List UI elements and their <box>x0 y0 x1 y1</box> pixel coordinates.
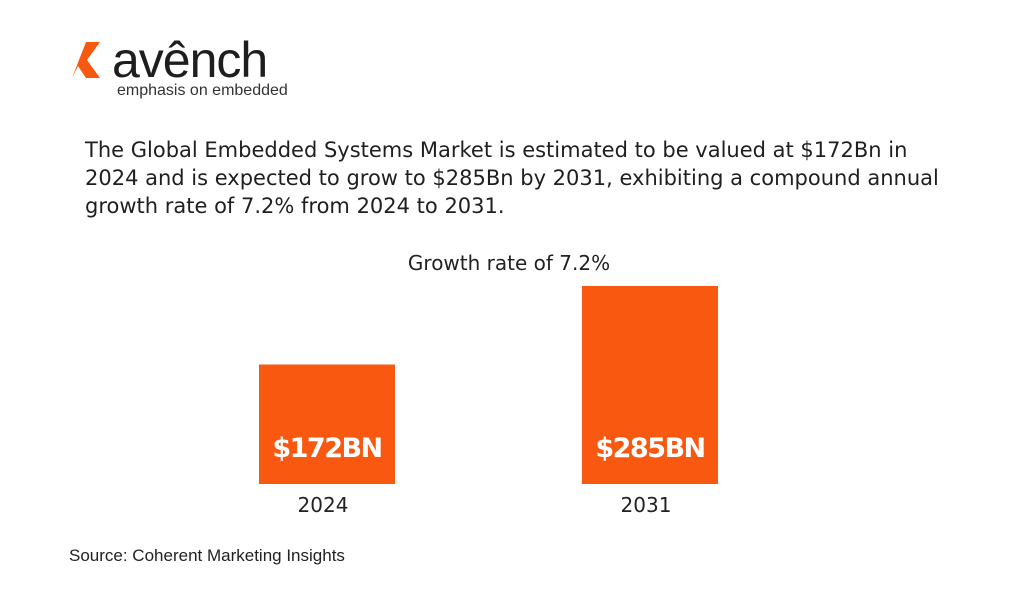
x-tick-label: 2031 <box>621 493 672 517</box>
bar-value-label: $285BN <box>595 433 704 464</box>
x-tick-label: 2024 <box>298 493 349 517</box>
bar-value-label: $172BN <box>272 433 381 464</box>
k-mark-icon <box>72 42 100 78</box>
brand-wordmark: avênch <box>112 32 268 88</box>
brand-tagline: emphasis on embedded <box>117 82 288 99</box>
source-citation: Source: Coherent Marketing Insights <box>69 546 345 565</box>
bar-2031 <box>582 286 718 484</box>
chart-title: Growth rate of 7.2% <box>408 251 610 275</box>
brand-logo: avênch emphasis on embedded <box>70 32 300 102</box>
market-summary-text: The Global Embedded Systems Market is es… <box>85 138 939 218</box>
bar-2024 <box>259 364 395 484</box>
